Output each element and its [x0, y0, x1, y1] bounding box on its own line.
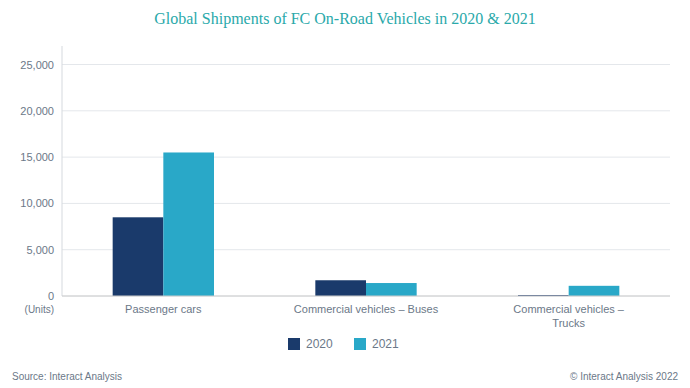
- x-tick-label-line: Commercial vehicles –: [513, 303, 625, 315]
- grid-line: [62, 110, 670, 111]
- bar: [366, 283, 417, 296]
- x-tick-label-line: Trucks: [552, 317, 585, 329]
- x-tick-label: Commercial vehicles – Trucks: [513, 303, 625, 329]
- x-tick-label: Commercial vehicles – Buses: [294, 303, 439, 315]
- y-tick-label: 20,000: [20, 105, 54, 117]
- legend-swatch: [354, 338, 366, 350]
- x-axis-line: [62, 296, 670, 297]
- title: Global Shipments of FC On-Road Vehicles …: [154, 10, 535, 28]
- grid-line: [62, 157, 670, 158]
- y-axis-line: [62, 46, 63, 296]
- chart: Global Shipments of FC On-Road Vehicles …: [0, 0, 690, 388]
- bar: [315, 280, 366, 296]
- x-tick-label-line: Passenger cars: [125, 303, 202, 315]
- y-tick-label: 5,000: [26, 244, 54, 256]
- y-tick-label: 0: [48, 290, 54, 302]
- legend-label: 2020: [306, 337, 333, 351]
- bars: [113, 152, 620, 296]
- bar: [163, 152, 214, 296]
- legend-label: 2021: [372, 337, 399, 351]
- annotation: © Interact Analysis 2022: [570, 371, 678, 382]
- annotation: Source: Interact Analysis: [12, 371, 122, 382]
- x-tick-label: Passenger cars: [125, 303, 202, 315]
- grid-line: [62, 296, 670, 297]
- y-tick-label: 25,000: [20, 59, 54, 71]
- bar: [113, 217, 164, 296]
- x-tick-label-line: Commercial vehicles – Buses: [294, 303, 439, 315]
- legend: 2020 2021: [288, 337, 399, 351]
- grid-line: [62, 203, 670, 204]
- grid-line: [62, 64, 670, 65]
- y-tick-label: 15,000: [20, 151, 54, 163]
- legend-swatch: [288, 338, 300, 350]
- bar: [569, 286, 620, 296]
- y-tick-label: 10,000: [20, 197, 54, 209]
- y-axis-label: (Units): [25, 304, 54, 315]
